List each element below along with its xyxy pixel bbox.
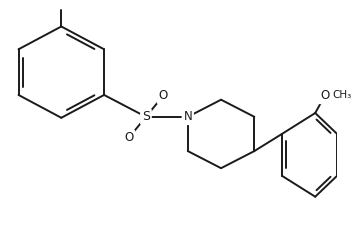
Text: O: O — [158, 89, 168, 102]
Text: S: S — [142, 110, 150, 123]
Text: CH₃: CH₃ — [332, 90, 352, 100]
Text: N: N — [184, 110, 192, 123]
Text: O: O — [320, 89, 329, 102]
Text: O: O — [124, 131, 133, 144]
